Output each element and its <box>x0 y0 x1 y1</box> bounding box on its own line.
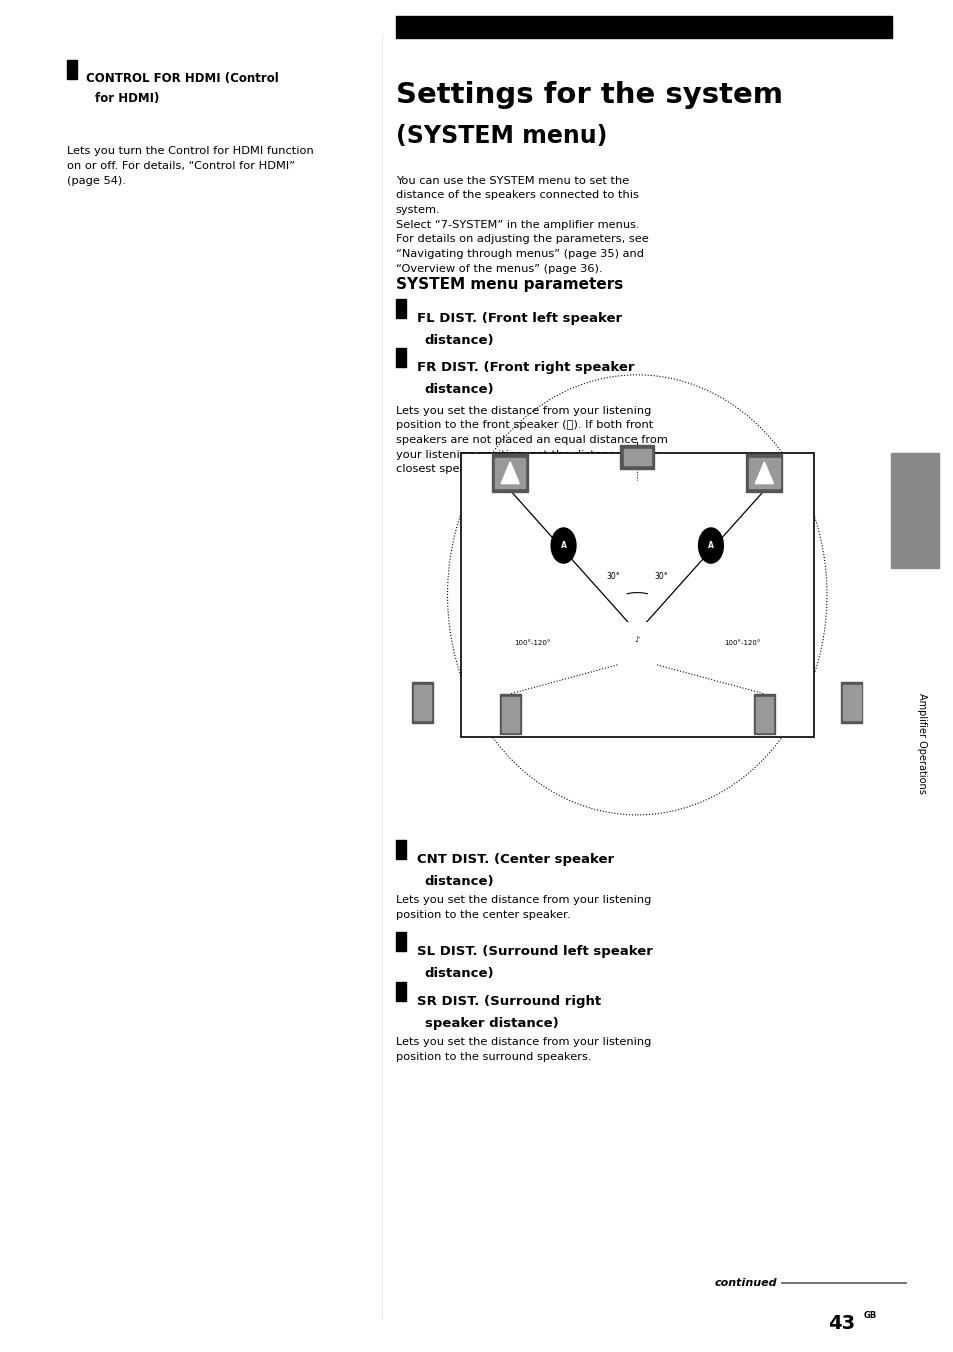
Text: Settings for the system: Settings for the system <box>395 81 782 110</box>
Text: Amplifier Operations: Amplifier Operations <box>916 694 925 794</box>
Text: GB: GB <box>862 1311 876 1321</box>
Circle shape <box>698 529 722 564</box>
Bar <box>748 458 779 488</box>
Text: SYSTEM menu parameters: SYSTEM menu parameters <box>395 277 622 292</box>
Bar <box>842 685 860 721</box>
Text: SL DIST. (Surround left speaker: SL DIST. (Surround left speaker <box>416 945 652 959</box>
Text: FL DIST. (Front left speaker: FL DIST. (Front left speaker <box>416 312 621 326</box>
Text: continued: continued <box>714 1278 777 1288</box>
Text: 100°-120°: 100°-120° <box>514 641 550 646</box>
Bar <box>501 696 518 731</box>
Bar <box>395 840 406 859</box>
Polygon shape <box>755 462 773 484</box>
Text: Lets you set the distance from your listening
position to the surround speakers.: Lets you set the distance from your list… <box>395 1037 651 1061</box>
Bar <box>395 982 406 1000</box>
Text: You can use the SYSTEM menu to set the
distance of the speakers connected to thi: You can use the SYSTEM menu to set the d… <box>395 176 648 273</box>
Polygon shape <box>500 462 518 484</box>
Text: for HDMI): for HDMI) <box>95 92 159 105</box>
Text: Lets you turn the Control for HDMI function
on or off. For details, “Control for: Lets you turn the Control for HDMI funct… <box>67 146 314 185</box>
Text: 43: 43 <box>827 1314 854 1333</box>
Bar <box>414 685 431 721</box>
Text: distance): distance) <box>424 875 494 888</box>
Text: distance): distance) <box>424 383 494 396</box>
Text: Lets you set the distance from your listening
position to the center speaker.: Lets you set the distance from your list… <box>395 895 651 919</box>
Text: CNT DIST. (Center speaker: CNT DIST. (Center speaker <box>416 853 614 867</box>
Polygon shape <box>639 660 810 734</box>
Text: speaker distance): speaker distance) <box>424 1017 558 1030</box>
Bar <box>753 694 774 734</box>
Bar <box>755 696 772 731</box>
Bar <box>745 454 781 492</box>
Bar <box>618 622 656 673</box>
Text: 100°-120°: 100°-120° <box>723 641 760 646</box>
Bar <box>890 453 938 568</box>
Polygon shape <box>463 660 634 734</box>
Text: SR DIST. (Surround right: SR DIST. (Surround right <box>416 995 600 1009</box>
Bar <box>499 694 520 734</box>
Circle shape <box>551 529 576 564</box>
Bar <box>623 449 650 465</box>
Text: A: A <box>560 541 566 550</box>
Text: 30°: 30° <box>606 572 619 581</box>
Text: (SYSTEM menu): (SYSTEM menu) <box>395 124 607 149</box>
Bar <box>460 453 813 737</box>
Bar <box>395 932 406 950</box>
Bar <box>412 683 433 723</box>
Text: A: A <box>707 541 713 550</box>
Text: distance): distance) <box>424 334 494 347</box>
Bar <box>495 458 525 488</box>
Text: 30°: 30° <box>654 572 667 581</box>
Bar <box>492 454 528 492</box>
Text: Lets you set the distance from your listening
position to the front speaker (Ⓐ).: Lets you set the distance from your list… <box>395 406 667 475</box>
Bar <box>619 445 654 469</box>
Bar <box>395 299 406 318</box>
Text: distance): distance) <box>424 967 494 980</box>
Bar <box>395 16 891 38</box>
Text: FR DIST. (Front right speaker: FR DIST. (Front right speaker <box>416 361 634 375</box>
Bar <box>67 59 77 78</box>
Bar <box>395 347 406 366</box>
Text: ♪: ♪ <box>634 634 639 644</box>
Text: CONTROL FOR HDMI (Control: CONTROL FOR HDMI (Control <box>86 72 278 85</box>
Bar <box>841 683 862 723</box>
